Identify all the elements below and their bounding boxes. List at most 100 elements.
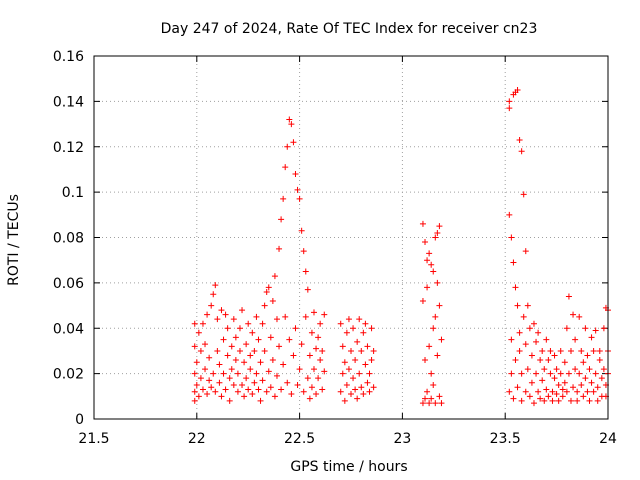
data-point <box>348 391 354 398</box>
data-point <box>282 313 289 320</box>
data-point <box>247 352 254 359</box>
data-points <box>191 87 611 407</box>
data-point <box>567 397 574 404</box>
data-point <box>292 325 299 332</box>
data-point <box>555 397 562 404</box>
data-point <box>253 313 260 320</box>
data-point <box>193 359 200 366</box>
data-point <box>195 393 202 400</box>
data-point <box>582 375 589 382</box>
data-point <box>553 391 560 398</box>
data-point <box>545 357 552 364</box>
data-point <box>286 336 293 343</box>
data-point <box>356 370 363 377</box>
data-point <box>370 347 377 354</box>
data-point <box>358 384 365 391</box>
data-point <box>518 397 525 404</box>
data-point <box>522 341 529 348</box>
data-point <box>537 395 544 402</box>
data-point <box>551 352 558 359</box>
data-point <box>530 320 537 327</box>
data-point <box>280 361 287 368</box>
data-point <box>430 325 437 332</box>
data-point <box>259 320 266 327</box>
data-point <box>315 375 322 382</box>
data-point <box>510 395 517 402</box>
data-point <box>549 388 556 395</box>
data-point <box>278 216 285 223</box>
data-point <box>202 341 209 348</box>
data-point <box>241 359 248 366</box>
data-point <box>522 388 529 395</box>
data-point <box>220 336 227 343</box>
data-point <box>191 343 198 350</box>
data-point <box>310 309 317 316</box>
data-point <box>539 377 546 384</box>
data-point <box>547 370 554 377</box>
data-point <box>261 302 268 309</box>
data-point <box>345 366 352 373</box>
data-point <box>578 347 585 354</box>
data-point <box>216 379 223 386</box>
data-point <box>276 343 283 350</box>
data-point <box>600 366 607 373</box>
data-point <box>352 386 359 393</box>
data-point <box>543 386 550 393</box>
data-point <box>199 320 206 327</box>
data-point <box>304 286 311 293</box>
data-point <box>271 393 278 400</box>
data-point <box>436 302 443 309</box>
data-point <box>537 357 544 364</box>
data-point <box>224 352 231 359</box>
data-point <box>317 320 324 327</box>
data-point <box>257 397 264 404</box>
y-tick-label: 0.16 <box>53 49 84 65</box>
data-point <box>249 391 256 398</box>
data-point <box>337 320 344 327</box>
data-point <box>214 347 221 354</box>
data-point <box>518 370 525 377</box>
data-point <box>360 391 367 398</box>
data-point <box>263 388 270 395</box>
data-point <box>343 329 350 336</box>
data-point <box>586 397 593 404</box>
data-point <box>304 375 311 382</box>
data-point <box>516 136 523 143</box>
data-point <box>300 248 307 255</box>
data-point <box>590 388 597 395</box>
data-point <box>193 381 200 388</box>
data-point <box>245 386 252 393</box>
data-point <box>228 343 235 350</box>
data-point <box>251 379 258 386</box>
data-point <box>343 381 350 388</box>
data-point <box>321 311 328 318</box>
data-point <box>565 370 572 377</box>
data-point <box>584 388 591 395</box>
data-point <box>506 211 513 218</box>
data-point <box>234 370 241 377</box>
data-point <box>419 400 426 407</box>
data-point <box>216 361 223 368</box>
data-point <box>533 338 540 345</box>
data-point <box>574 388 581 395</box>
y-axis-label: ROTI / TECUs <box>6 194 22 286</box>
data-point <box>580 393 587 400</box>
data-point <box>341 359 348 366</box>
data-point <box>236 325 243 332</box>
data-point <box>257 359 264 366</box>
data-point <box>358 347 365 354</box>
grid <box>94 56 608 419</box>
data-point <box>428 395 435 402</box>
y-tick-label: 0.06 <box>53 276 84 292</box>
data-point <box>243 375 250 382</box>
data-point <box>436 393 443 400</box>
data-point <box>539 347 546 354</box>
data-point <box>419 298 426 305</box>
data-point <box>273 372 280 379</box>
data-point <box>313 345 320 352</box>
data-point <box>428 370 435 377</box>
data-point <box>341 397 348 404</box>
x-tick-label: 23.5 <box>490 431 521 447</box>
data-point <box>350 325 357 332</box>
data-point <box>269 357 276 364</box>
